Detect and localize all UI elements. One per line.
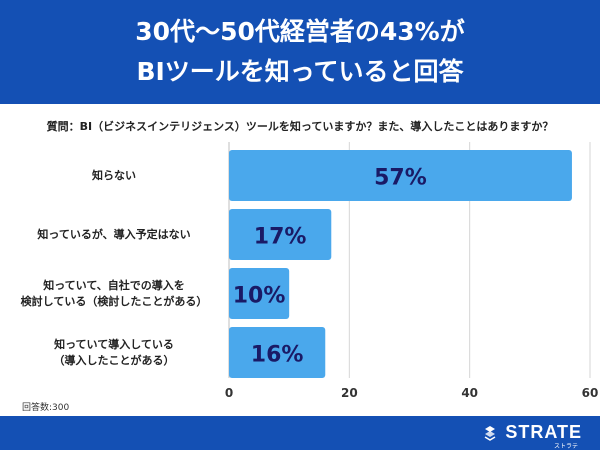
category-label-line: 検討している（検討したことがある） xyxy=(20,294,208,308)
x-tick-label: 0 xyxy=(225,386,233,400)
category-label-line: 知っていて、自社での導入を xyxy=(43,278,185,292)
brand-subtitle: ストラテ xyxy=(553,443,578,450)
survey-question: 質問：BI（ビジネスインテリジェンス）ツールを知っていますか？また、導入したこと… xyxy=(46,120,554,133)
category-label-line: 知っていて導入している xyxy=(54,337,174,351)
brand-name: STRATE xyxy=(505,422,582,442)
footer-bar: STRATE ストラテ xyxy=(0,416,600,450)
bar xyxy=(229,209,332,260)
header-banner: 30代〜50代経営者の43%が BIツールを知っていると回答 xyxy=(0,0,600,104)
bar xyxy=(229,268,290,319)
x-tick-label: 40 xyxy=(461,386,478,400)
category-label: 知っていて、自社での導入を検討している（検討したことがある） xyxy=(8,278,220,310)
x-tick-label: 20 xyxy=(341,386,358,400)
category-label: 知っていて導入している （導入したことがある） xyxy=(8,337,220,369)
bar-value-label: 16% xyxy=(251,343,304,368)
strate-logo-icon xyxy=(484,426,496,441)
category-label: 知っているが、導入予定はない xyxy=(8,227,220,243)
bar-value-label: 10% xyxy=(233,284,286,309)
category-label: 知らない xyxy=(8,168,220,184)
response-count: 回答数:300 xyxy=(22,403,70,413)
x-tick-label: 60 xyxy=(582,386,599,400)
headline-line-2: BIツールを知っていると回答 xyxy=(136,57,464,86)
category-label-line: （導入したことがある） xyxy=(53,353,175,367)
headline-line-1: 30代〜50代経営者の43%が xyxy=(135,17,465,46)
bar xyxy=(229,327,326,378)
bar-value-label: 17% xyxy=(254,225,307,250)
category-label-line: 知らない xyxy=(92,168,136,182)
category-label-line: 知っているが、導入予定はない xyxy=(37,227,191,241)
bar-value-label: 57% xyxy=(374,166,427,191)
bar xyxy=(229,150,572,201)
